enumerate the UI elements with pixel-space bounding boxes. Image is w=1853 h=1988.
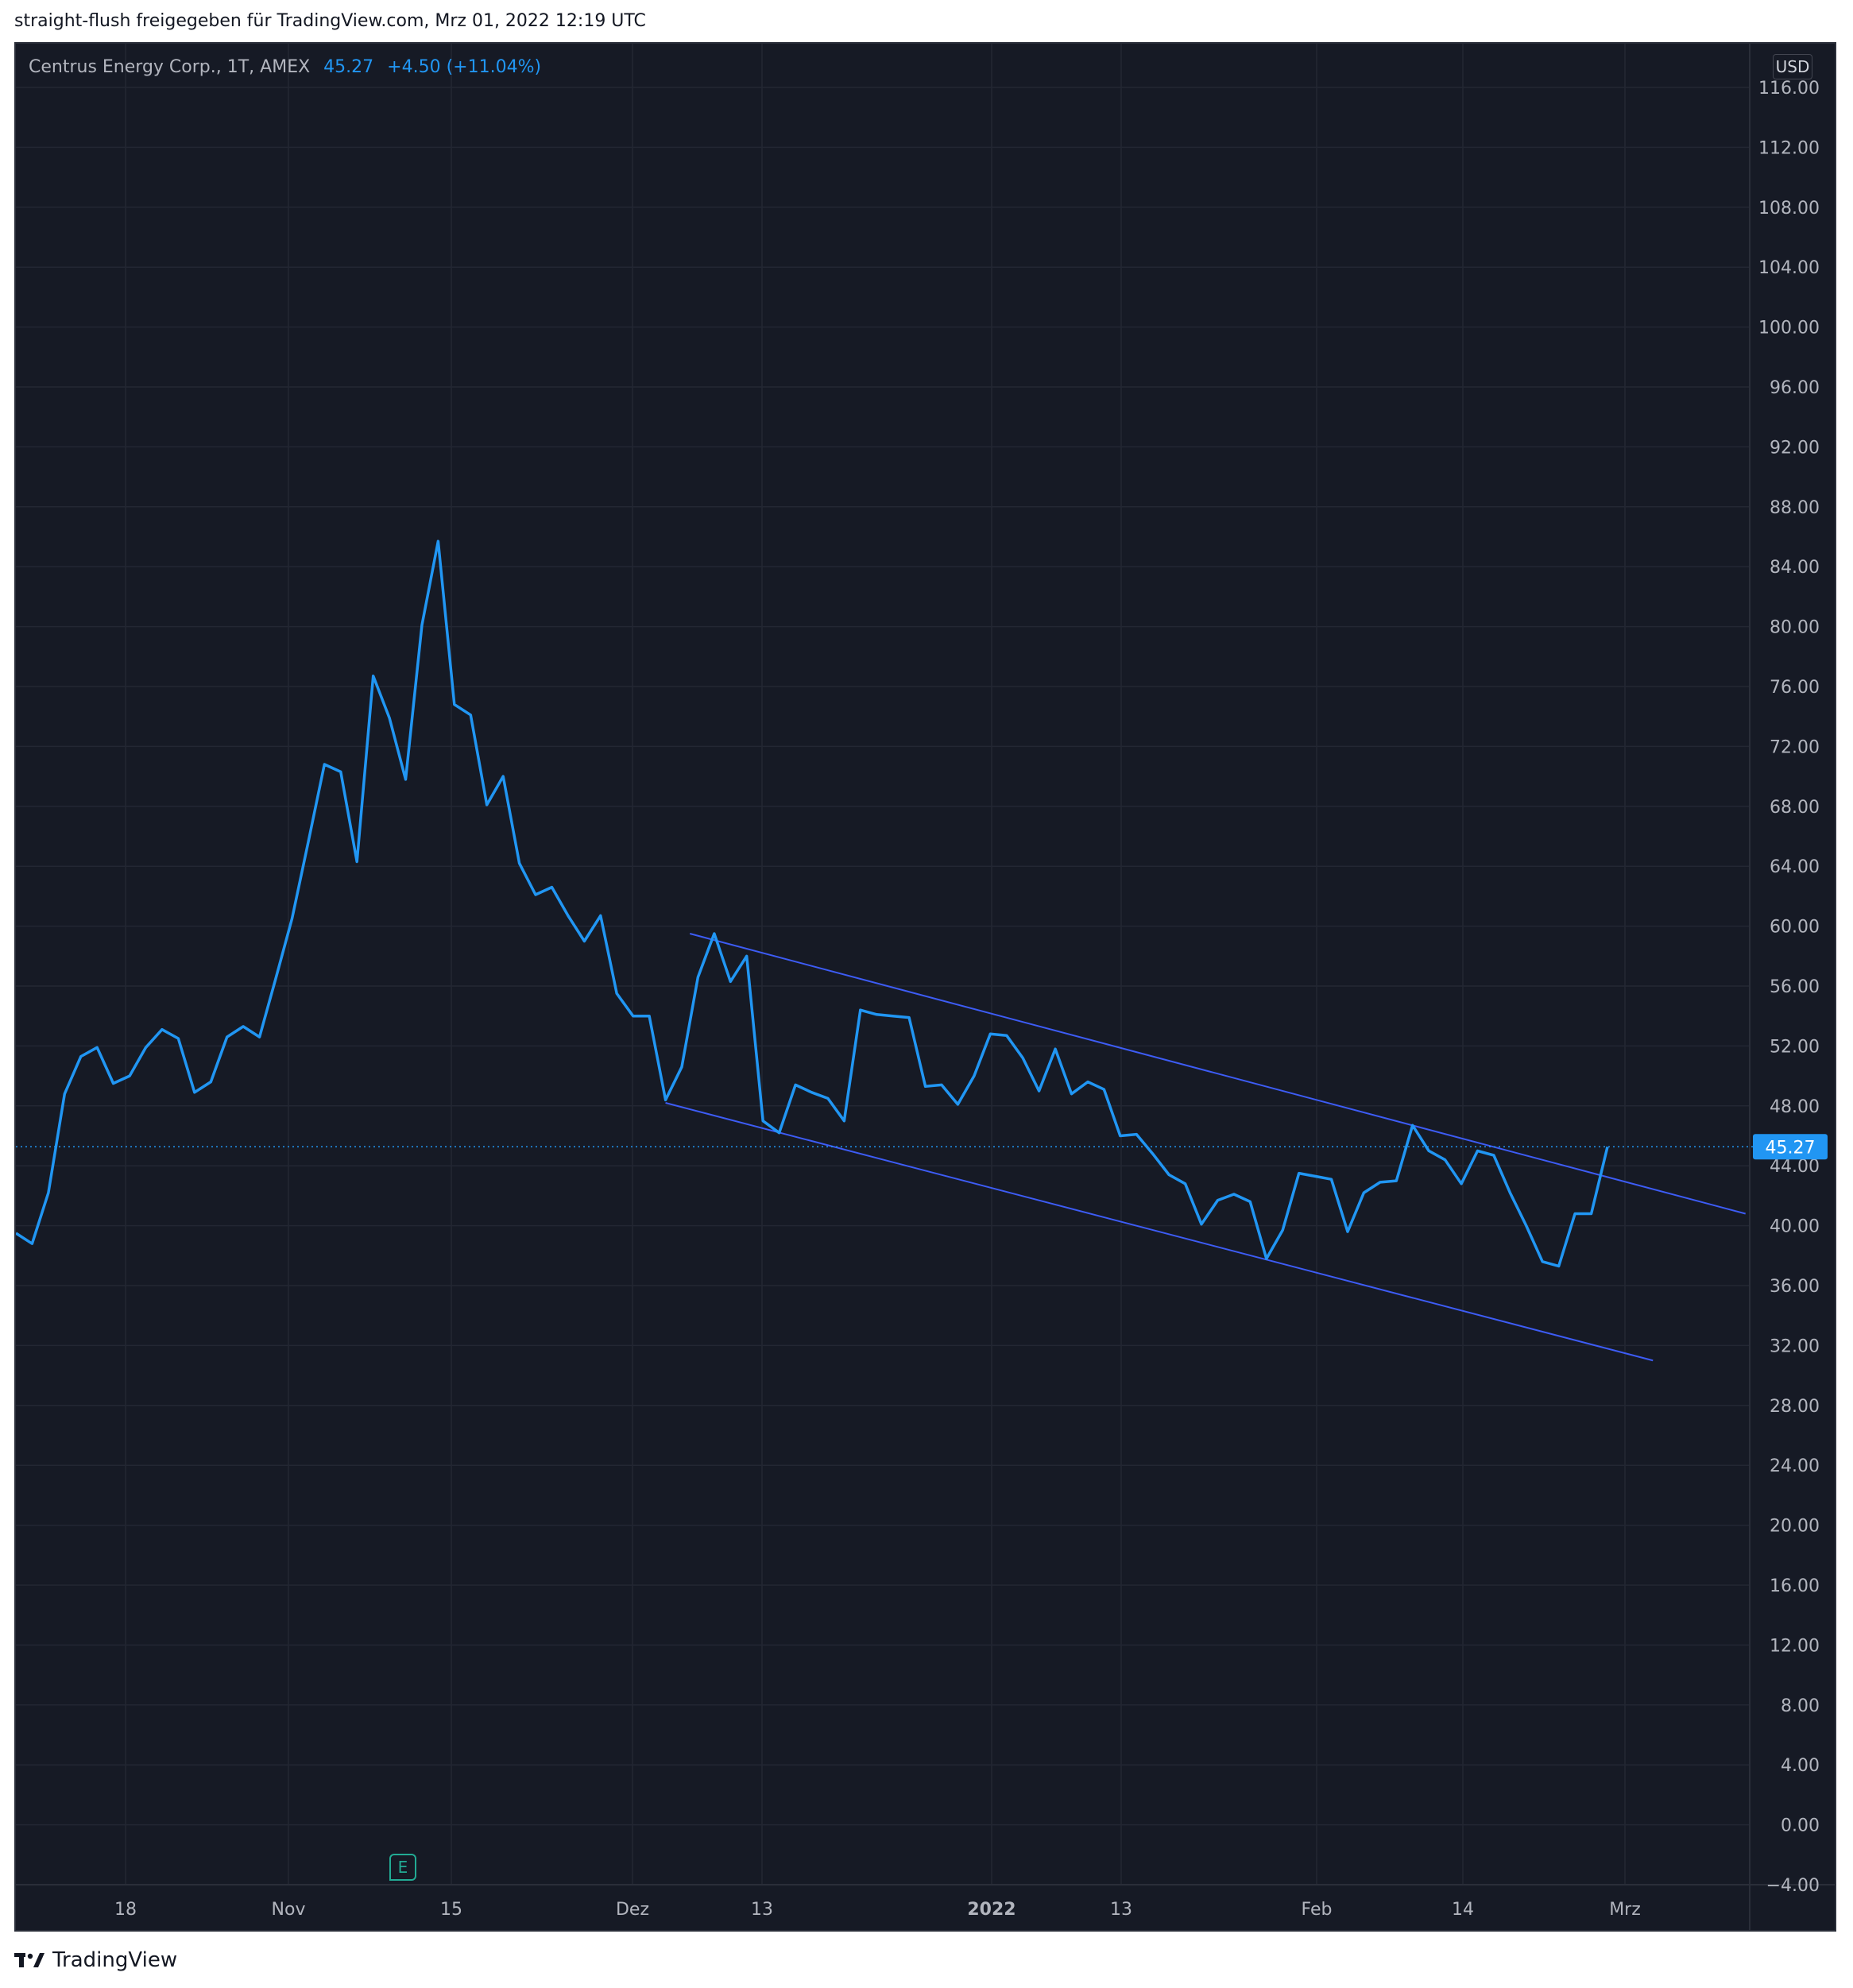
currency-button[interactable]: USD [1773, 54, 1812, 79]
y-tick-label: 104.00 [1758, 258, 1820, 278]
y-tick-label: 16.00 [1770, 1576, 1820, 1596]
brand-name: TradingView [52, 1948, 178, 1972]
change-value: +4.50 (+11.04%) [387, 57, 542, 77]
y-tick-label: 80.00 [1770, 618, 1820, 638]
y-tick-label: 108.00 [1758, 199, 1820, 219]
x-tick-label: 18 [114, 1900, 137, 1920]
y-tick-label: 48.00 [1770, 1097, 1820, 1117]
x-tick-label: 15 [440, 1900, 462, 1920]
y-tick-label: 4.00 [1781, 1756, 1820, 1776]
x-tick-label: Nov [272, 1900, 306, 1920]
y-tick-label: 64.00 [1770, 857, 1820, 877]
last-price-tag [1753, 1134, 1828, 1160]
symbol-legend: Centrus Energy Corp., 1T, AMEX 45.27 +4.… [29, 57, 541, 77]
share-caption: straight-flush freigegeben für TradingVi… [14, 11, 646, 31]
y-tick-label: 100.00 [1758, 319, 1820, 338]
x-tick-label: 14 [1452, 1900, 1474, 1920]
y-tick-label: −4.00 [1766, 1876, 1820, 1896]
y-tick-label: 40.00 [1770, 1217, 1820, 1237]
y-tick-label: 84.00 [1770, 558, 1820, 578]
trend-channel-line[interactable] [689, 933, 1746, 1215]
price-series-line[interactable] [16, 540, 1609, 1268]
y-tick-label: 96.00 [1770, 378, 1820, 398]
chart-pane[interactable]: 116.00 112.00 108.00 104.00 100.00 96.00 92.00… [14, 42, 1836, 1932]
y-tick-label: 56.00 [1770, 977, 1820, 997]
y-tick-label: 112.00 [1758, 138, 1820, 158]
symbol-title[interactable]: Centrus Energy Corp., 1T, AMEX [29, 57, 311, 77]
tradingview-brand[interactable]: TradingView [14, 1948, 177, 1972]
x-tick-label: Dez [616, 1900, 649, 1920]
y-tick-label: 20.00 [1770, 1517, 1820, 1537]
y-tick-label: 36.00 [1770, 1277, 1820, 1297]
y-tick-label: 92.00 [1770, 438, 1820, 458]
y-tick-label: 44.00 [1770, 1157, 1820, 1177]
y-tick-label: 8.00 [1781, 1696, 1820, 1716]
x-tick-label: 2022 [967, 1900, 1015, 1920]
y-tick-label: 32.00 [1770, 1336, 1820, 1356]
y-tick-label: 52.00 [1770, 1037, 1820, 1057]
earnings-icon[interactable]: E [389, 1854, 416, 1881]
y-tick-label: 116.00 [1758, 79, 1820, 99]
y-tick-label: 68.00 [1770, 798, 1820, 818]
tradingview-logo-icon [14, 1953, 44, 1967]
x-tick-label: 13 [751, 1900, 773, 1920]
y-tick-label: 60.00 [1770, 918, 1820, 938]
y-tick-label: 76.00 [1770, 678, 1820, 698]
y-tick-label: 0.00 [1781, 1816, 1820, 1836]
x-tick-label: 13 [1110, 1900, 1132, 1920]
x-tick-label: Feb [1302, 1900, 1333, 1920]
y-tick-label: 24.00 [1770, 1456, 1820, 1476]
last-price-label: 45.27 [1766, 1138, 1816, 1158]
x-tick-label: Mrz [1609, 1900, 1641, 1920]
y-tick-label: 28.00 [1770, 1397, 1820, 1417]
y-tick-label: 88.00 [1770, 498, 1820, 518]
y-tick-label: 72.00 [1770, 737, 1820, 757]
last-value: 45.27 [323, 57, 374, 77]
price-chart[interactable]: 116.00 112.00 108.00 104.00 100.00 96.00 92.00… [16, 44, 1835, 1930]
trend-channel-line[interactable] [665, 1102, 1654, 1362]
y-tick-label: 12.00 [1770, 1636, 1820, 1656]
